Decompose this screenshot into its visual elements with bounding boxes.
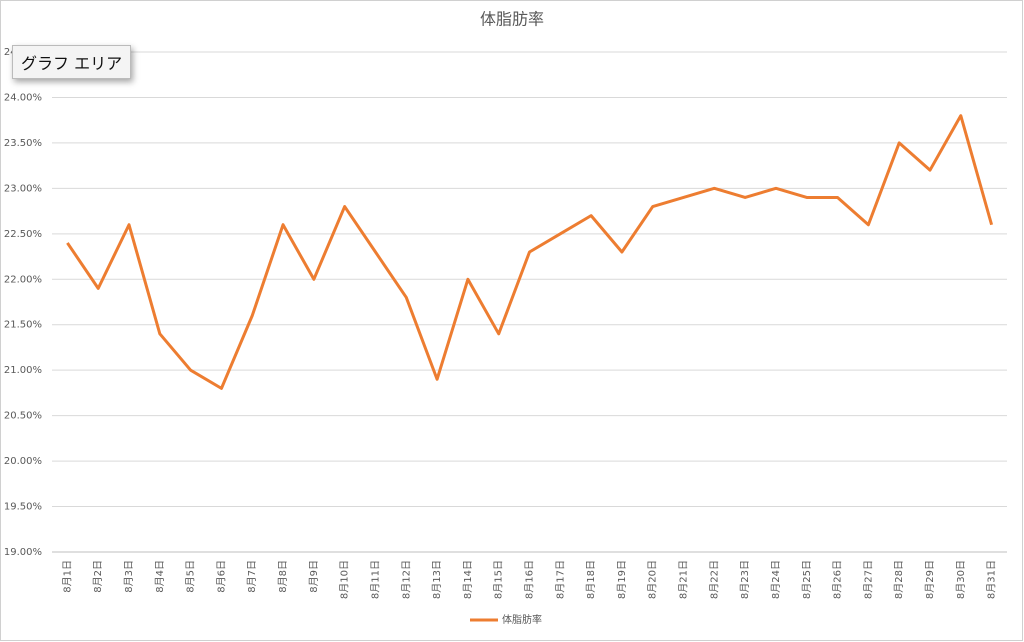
x-tick-label: 8月31日	[986, 560, 998, 599]
x-tick-label: 8月24日	[770, 560, 782, 599]
x-tick-label: 8月5日	[185, 560, 197, 593]
tooltip: グラフ エリア	[12, 45, 132, 79]
x-tick-label: 8月2日	[92, 560, 104, 593]
x-tick-label: 8月14日	[462, 560, 474, 599]
x-tick-label: 8月16日	[524, 560, 536, 599]
y-tick-label: 19.50%	[4, 502, 42, 513]
x-tick-label: 8月19日	[616, 560, 628, 599]
x-tick-label: 8月9日	[308, 560, 320, 593]
y-tick-label: 19.00%	[4, 547, 42, 558]
x-tick-label: 8月26日	[832, 560, 844, 599]
x-tick-label: 8月11日	[369, 560, 381, 599]
x-tick-label: 8月25日	[801, 560, 813, 599]
x-tick-label: 8月17日	[554, 560, 566, 599]
y-tick-label: 22.00%	[4, 274, 42, 285]
y-tick-label: 22.50%	[4, 229, 42, 240]
x-tick-label: 8月29日	[924, 560, 936, 599]
x-tick-label: 8月18日	[585, 560, 597, 599]
x-tick-label: 8月1日	[61, 560, 73, 593]
x-tick-label: 8月3日	[123, 560, 135, 593]
y-tick-label: 23.00%	[4, 183, 42, 194]
x-tick-label: 8月20日	[647, 560, 659, 599]
x-tick-label: 8月7日	[246, 560, 258, 593]
legend-label: 体脂肪率	[502, 613, 542, 626]
x-tick-label: 8月13日	[431, 560, 443, 599]
chart-title: 体脂肪率	[480, 10, 544, 29]
y-tick-label: 21.00%	[4, 365, 42, 376]
x-tick-label: 8月15日	[493, 560, 505, 599]
x-tick-label: 8月10日	[339, 560, 351, 599]
y-tick-label: 20.00%	[4, 456, 42, 467]
y-tick-label: 20.50%	[4, 411, 42, 422]
y-tick-label: 24.00%	[4, 92, 42, 103]
x-tick-label: 8月23日	[739, 560, 751, 599]
x-tick-label: 8月4日	[154, 560, 166, 593]
x-tick-label: 8月6日	[215, 560, 227, 593]
x-tick-label: 8月28日	[893, 560, 905, 599]
y-tick-label: 21.50%	[4, 320, 42, 331]
x-tick-label: 8月30日	[955, 560, 967, 599]
x-tick-label: 8月22日	[708, 560, 720, 599]
x-tick-label: 8月12日	[400, 560, 412, 599]
x-tick-label: 8月21日	[678, 560, 690, 599]
data-line	[66, 114, 994, 390]
x-tick-label: 8月8日	[277, 560, 289, 593]
x-tick-label: 8月27日	[862, 560, 874, 599]
y-tick-label: 23.50%	[4, 138, 42, 149]
